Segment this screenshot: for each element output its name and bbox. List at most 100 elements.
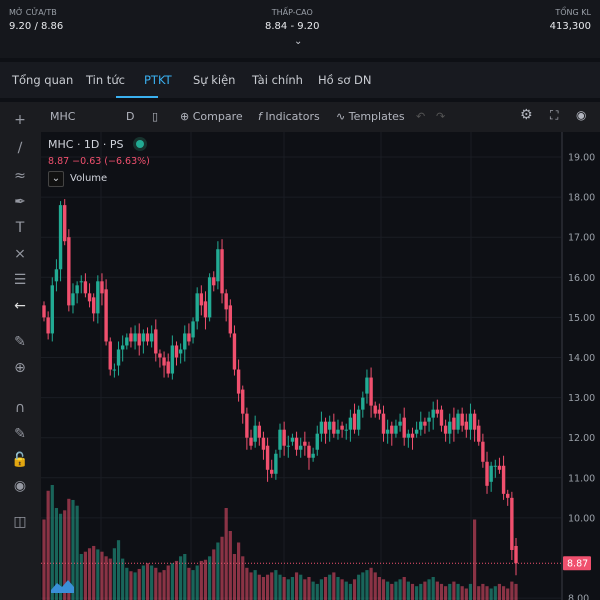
- candle-body: [96, 281, 100, 314]
- camera-icon[interactable]: ◉: [576, 108, 587, 122]
- candle-body: [410, 433, 415, 438]
- candle-body: [87, 293, 92, 302]
- eye-icon[interactable]: ◉: [13, 478, 27, 494]
- candle-body: [319, 421, 324, 434]
- crosshair-icon[interactable]: +: [14, 112, 26, 128]
- ruler-icon[interactable]: ✎: [14, 334, 26, 350]
- trend-line-icon[interactable]: ∕: [17, 140, 23, 156]
- candle-body: [419, 421, 423, 430]
- volume-bar: [286, 579, 290, 600]
- volume-bar: [108, 558, 112, 600]
- volume-bar: [464, 588, 468, 600]
- pattern-icon[interactable]: ⨯: [14, 246, 26, 262]
- volume-bar: [187, 567, 191, 600]
- volume-bar: [315, 583, 319, 600]
- candle-body: [129, 333, 133, 342]
- volume-bar: [365, 570, 369, 600]
- volume-bar: [249, 572, 253, 600]
- y-tick-label: 10.00: [568, 513, 595, 524]
- volume-bar: [58, 513, 63, 600]
- last-price-label: 8.87: [567, 559, 588, 570]
- candle-body: [137, 333, 141, 346]
- lock-icon[interactable]: 🔓: [11, 452, 29, 468]
- volume-bar: [415, 586, 419, 600]
- candle-body: [166, 361, 170, 374]
- zoom-in-icon[interactable]: ⊕: [14, 360, 26, 376]
- candle-body: [369, 377, 373, 406]
- volume-bar: [96, 549, 100, 600]
- candle-body: [261, 437, 266, 450]
- candle-type-icon[interactable]: ▯: [152, 110, 159, 123]
- candle-body: [63, 205, 67, 242]
- redo-icon[interactable]: ↷: [436, 110, 446, 123]
- volume-bar: [369, 567, 373, 600]
- interval-button[interactable]: D: [126, 110, 135, 123]
- candle-body: [46, 317, 50, 334]
- prediction-icon[interactable]: ☰: [13, 272, 27, 288]
- arrow-left-icon[interactable]: ←: [14, 298, 26, 314]
- trash-icon[interactable]: ◫: [13, 514, 27, 530]
- candle-body: [75, 285, 79, 294]
- candle-body: [307, 445, 311, 458]
- candle-body: [154, 329, 158, 354]
- candle-body: [207, 277, 212, 318]
- tab-financials[interactable]: Tài chính: [252, 73, 303, 87]
- indicators-button[interactable]: f Indicators: [258, 110, 320, 123]
- candle-body: [443, 425, 448, 434]
- volume-bar: [253, 570, 257, 600]
- candle-body: [42, 305, 46, 318]
- candle-body: [278, 429, 282, 450]
- tab-company-profile[interactable]: Hồ sơ DN: [318, 73, 372, 87]
- fib-tool-icon[interactable]: ≈: [14, 168, 26, 184]
- chevron-down-icon[interactable]: ⌄: [294, 36, 303, 47]
- volume-bar: [303, 579, 307, 600]
- volume-bar: [191, 570, 195, 600]
- volume-bar: [162, 570, 166, 600]
- magnet-icon[interactable]: ∩: [14, 400, 26, 416]
- candle-body: [456, 413, 460, 430]
- candle-body: [477, 425, 481, 442]
- candle-body: [381, 413, 386, 434]
- candle-body: [501, 465, 506, 494]
- price-chart[interactable]: 19.00 18.00 17.00 16.00 15.00 14.00 13.00 12.00…: [41, 132, 600, 600]
- candle-body: [481, 441, 485, 462]
- candle-body: [485, 461, 489, 486]
- volume-bar: [141, 565, 145, 600]
- undo-icon[interactable]: ↶: [416, 110, 426, 123]
- candle-body: [199, 293, 204, 306]
- candle-body: [91, 297, 96, 314]
- brush-icon[interactable]: ✒: [14, 194, 26, 210]
- tab-events[interactable]: Sự kiện: [193, 73, 236, 87]
- symbol-search-button[interactable]: MHC: [50, 110, 76, 123]
- volume-bar: [125, 567, 129, 600]
- volume-bar: [377, 577, 381, 600]
- volume-bar: [42, 519, 46, 600]
- volume-bar: [265, 574, 270, 600]
- tab-news[interactable]: Tin tức: [86, 73, 125, 87]
- compare-button[interactable]: ⊕ Compare: [180, 110, 243, 123]
- volume-bar: [282, 577, 286, 600]
- tab-technical[interactable]: PTKT: [144, 73, 172, 87]
- candle-body: [452, 417, 456, 430]
- open-avg-stat: MỞ CỬA/TB 9.20 / 8.86: [9, 8, 64, 32]
- candle-body: [212, 277, 216, 286]
- candle-body: [336, 429, 340, 434]
- tab-overview[interactable]: Tổng quan: [12, 73, 74, 87]
- text-icon[interactable]: T: [15, 220, 25, 236]
- volume-bar: [150, 565, 154, 600]
- candle-body: [236, 369, 241, 394]
- candle-body: [448, 421, 452, 434]
- collapse-chevron-icon[interactable]: ⌄: [48, 171, 64, 187]
- gear-icon[interactable]: ⚙: [520, 107, 533, 123]
- volume-bar: [352, 579, 357, 600]
- volume-bar: [199, 560, 203, 600]
- candle-body: [133, 333, 137, 342]
- volume-bar: [323, 577, 328, 600]
- market-status-dot: [136, 140, 144, 148]
- volume-bar: [468, 583, 473, 600]
- templates-button[interactable]: ∿ Templates: [336, 110, 405, 123]
- fullscreen-icon[interactable]: ⛶: [550, 108, 559, 122]
- volume-bar: [112, 548, 116, 600]
- volume-bar: [236, 542, 241, 600]
- lock-drawing-icon[interactable]: ✎: [14, 426, 26, 442]
